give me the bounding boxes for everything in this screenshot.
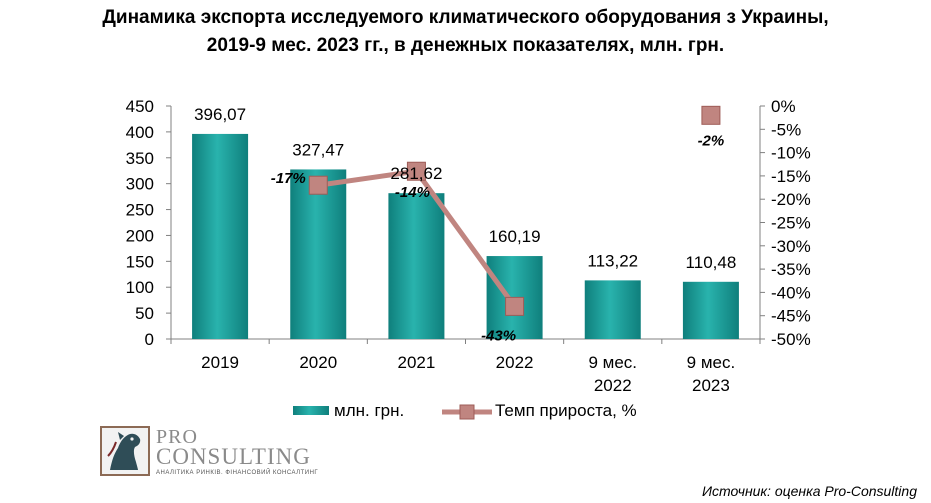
y-left-tick-label: 100 — [126, 278, 154, 297]
legend: млн. грн. Темп прироста, % — [293, 401, 637, 420]
chart-title-line1: Динамика экспорта исследуемого климатиче… — [102, 7, 829, 28]
bar-value-label: 110,48 — [686, 253, 737, 272]
y-left-tick-label: 0 — [145, 330, 154, 349]
legend-line-marker — [459, 404, 475, 420]
growth-value-label: -14% — [395, 184, 430, 201]
chart-title-line2: 2019-9 мес. 2023 гг., в денежных показат… — [206, 35, 725, 56]
growth-value-label: -43% — [481, 327, 516, 344]
x-tick-label: 2022 — [496, 353, 534, 372]
pro-consulting-logo: PRO CONSULTING АНАЛІТИКА РИНКІВ. ФІНАНСО… — [100, 426, 330, 478]
y-left-tick-label: 150 — [126, 252, 154, 271]
y-left-tick-label: 200 — [126, 226, 154, 245]
y-left-tick-label: 400 — [126, 123, 154, 142]
growth-marker — [505, 296, 525, 316]
growth-marker — [701, 105, 721, 125]
y-right-tick-label: -40% — [771, 283, 811, 302]
bar — [290, 169, 347, 339]
line-series — [308, 105, 721, 316]
y-right-tick-label: -50% — [771, 330, 811, 349]
bar-value-label: 396,07 — [194, 105, 246, 124]
y-right-tick-label: -10% — [771, 144, 811, 163]
horse-head-icon — [100, 426, 150, 476]
logo-consulting-text: CONSULTING — [156, 444, 311, 469]
bar — [584, 280, 641, 339]
y-right-tick-label: -20% — [771, 190, 811, 209]
bar-value-label: 160,19 — [489, 227, 541, 246]
data-labels: 396,07 327,47 281,62 160,19 113,22 110,48 -17%… — [194, 105, 736, 344]
y-left-tick-label: 450 — [126, 97, 154, 116]
x-tick-label: 9 мес. — [687, 353, 736, 372]
x-tick-label: 2020 — [299, 353, 337, 372]
x-tick-label: 2019 — [201, 353, 239, 372]
growth-value-label: -2% — [698, 132, 725, 149]
x-tick-label: 2022 — [594, 376, 632, 395]
logo-pro-text: PRO — [156, 426, 198, 448]
legend-bar-swatch — [293, 406, 329, 415]
growth-value-label: -17% — [271, 170, 306, 187]
bar-value-label: 113,22 — [587, 251, 638, 270]
y-right-tick-label: -15% — [771, 167, 811, 186]
y-left-tick-label: 350 — [126, 149, 154, 168]
y-left-tick-label: 250 — [126, 201, 154, 220]
y-left-tick-label: 300 — [126, 175, 154, 194]
growth-marker — [308, 175, 328, 195]
y-right-tick-label: -25% — [771, 214, 811, 233]
bar-value-label: 281,62 — [390, 164, 442, 183]
y-right-tick-label: -30% — [771, 237, 811, 256]
legend-bar-label: млн. грн. — [334, 401, 404, 420]
x-tick-label: 9 мес. — [588, 353, 637, 372]
y-left-tick-label: 50 — [135, 304, 154, 323]
logo-tagline: АНАЛІТИКА РИНКІВ. ФІНАНСОВИЙ КОНСАЛТИНГ — [156, 470, 319, 476]
y-right-tick-label: -35% — [771, 260, 811, 279]
bar-value-label: 327,47 — [292, 140, 344, 159]
bar — [192, 133, 249, 339]
x-tick-label: 2021 — [398, 353, 436, 372]
axes: 0 50 100 150 200 250 300 350 400 450 -50% -45% -40% -… — [126, 97, 811, 395]
x-tick-label: 2023 — [692, 376, 730, 395]
bar — [388, 193, 445, 339]
growth-marker — [406, 161, 426, 181]
chart-title: Динамика экспорта исследуемого климатиче… — [0, 4, 931, 60]
source-note: Источник: оценка Pro-Consulting — [702, 483, 917, 499]
y-right-tick-label: -45% — [771, 307, 811, 326]
y-right-tick-label: 0% — [771, 97, 796, 116]
y-right-tick-label: -5% — [771, 120, 801, 139]
legend-line-label: Темп прироста, % — [495, 401, 637, 420]
bar — [682, 281, 739, 339]
